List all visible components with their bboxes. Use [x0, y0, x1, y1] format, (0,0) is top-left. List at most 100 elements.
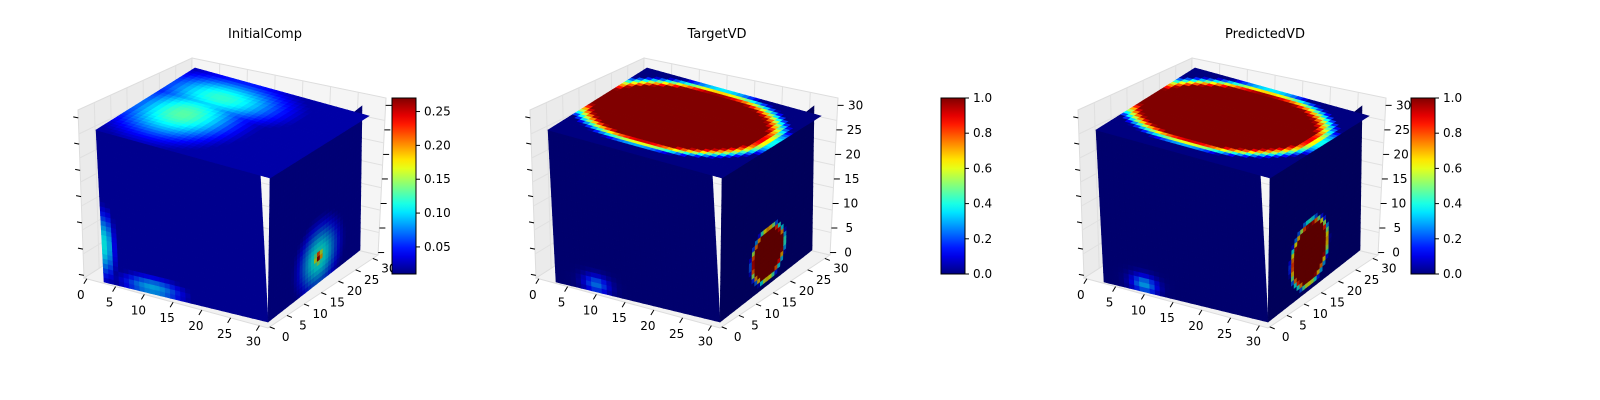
- y-tick-mark: [338, 280, 344, 284]
- z-tick-mark: [73, 116, 79, 119]
- colorbar-tick-label: 0.10: [424, 206, 451, 220]
- y-tick-mark: [286, 314, 293, 318]
- z-tick-mark: [527, 195, 534, 198]
- z-tick-label: 20: [1393, 147, 1408, 161]
- cube-face-front: [1095, 129, 1269, 323]
- y-tick-label: 5: [299, 318, 307, 332]
- colorbar-tick-label: 0.0: [973, 267, 992, 281]
- colorbar-tick-label: 0.4: [1443, 197, 1462, 211]
- x-tick-mark: [1255, 325, 1260, 331]
- gridline: [1093, 102, 1100, 269]
- y-tick-label: 0: [1282, 330, 1290, 344]
- x-tick-mark: [83, 278, 88, 285]
- x-tick-label: 15: [611, 311, 626, 325]
- y-tick-mark: [1321, 292, 1327, 296]
- x-tick-mark: [255, 325, 260, 331]
- colorbar-tick-label: 0.25: [424, 105, 451, 119]
- z-tick-mark: [1077, 247, 1084, 250]
- y-tick-label: 25: [364, 273, 379, 287]
- y-tick-mark: [1372, 257, 1379, 261]
- y-tick-mark: [755, 303, 762, 307]
- colorbar-tick-label: 0.4: [973, 197, 992, 211]
- z-tick-mark: [75, 168, 81, 171]
- z-tick-mark: [1073, 116, 1079, 119]
- x-tick-mark: [621, 301, 626, 308]
- y-tick-label: 10: [764, 307, 779, 321]
- x-tick-label: 5: [558, 296, 566, 310]
- x-tick-label: 0: [1077, 288, 1085, 302]
- y-tick-mark: [807, 269, 813, 273]
- z-tick-label: 10: [1391, 196, 1406, 210]
- colorbar-gradient: [940, 97, 966, 275]
- x-tick-mark: [650, 309, 655, 316]
- z-tick-mark: [78, 273, 85, 276]
- y-tick-mark: [738, 314, 745, 318]
- x-tick-label: 0: [529, 288, 537, 302]
- y-tick-label: 20: [347, 284, 362, 298]
- z-tick-mark: [76, 221, 83, 224]
- z-tick-mark: [1076, 221, 1083, 224]
- y-tick-mark: [269, 326, 275, 330]
- x-tick-label: 25: [669, 327, 684, 341]
- y-tick-label: 10: [1312, 307, 1327, 321]
- z-tick-mark: [1075, 168, 1081, 171]
- y-tick-mark: [1355, 269, 1361, 273]
- x-tick-label: 0: [77, 288, 85, 302]
- y-tick-label: 20: [1347, 284, 1362, 298]
- y-tick-label: 5: [751, 318, 759, 332]
- x-tick-mark: [112, 286, 117, 292]
- y-tick-mark: [1269, 326, 1275, 330]
- y-tick-mark: [790, 280, 796, 284]
- z-tick-mark: [1074, 142, 1080, 145]
- cube-face-top: [547, 67, 822, 179]
- colorbar-tick-label: 0.6: [973, 161, 992, 175]
- z-tick-label: 0: [844, 246, 852, 260]
- cube-face-top: [95, 67, 370, 179]
- x-tick-label: 20: [640, 319, 655, 333]
- colorbar-tick-label: 0.8: [1443, 126, 1462, 140]
- y-tick-mark: [721, 326, 727, 330]
- x-tick-label: 30: [698, 335, 713, 349]
- x-tick-mark: [679, 317, 684, 324]
- z-tick-mark: [528, 221, 535, 224]
- z-tick-mark: [74, 142, 80, 145]
- y-tick-label: 30: [833, 261, 848, 275]
- z-tick-label: 15: [1392, 172, 1407, 186]
- y-tick-mark: [303, 303, 310, 307]
- z-tick-label: 15: [844, 172, 859, 186]
- x-tick-label: 5: [1106, 296, 1114, 310]
- z-tick-mark: [529, 247, 536, 250]
- y-tick-mark: [1303, 303, 1310, 307]
- z-tick-mark: [77, 247, 84, 250]
- colorbar-tick-label: 0.15: [424, 172, 451, 186]
- y-tick-mark: [824, 257, 831, 261]
- y-tick-label: 30: [1381, 261, 1396, 275]
- x-tick-mark: [707, 325, 712, 331]
- y-tick-label: 25: [816, 273, 831, 287]
- panel-title: PredictedVD: [1225, 27, 1305, 42]
- y-tick-label: 0: [734, 330, 742, 344]
- y-tick-mark: [773, 292, 779, 296]
- y-tick-mark: [1338, 280, 1344, 284]
- x-tick-label: 10: [1131, 303, 1146, 317]
- z-tick-label: 30: [1396, 98, 1411, 112]
- z-tick-mark: [1075, 195, 1082, 198]
- colorbar-tick-label: 0.8: [973, 126, 992, 140]
- z-tick-mark: [526, 142, 532, 145]
- x-tick-label: 10: [131, 303, 146, 317]
- z-tick-label: 30: [848, 98, 863, 112]
- x-tick-mark: [1227, 317, 1232, 324]
- panel-title: TargetVD: [686, 27, 746, 42]
- y-tick-label: 10: [312, 307, 327, 321]
- x-tick-mark: [169, 301, 174, 308]
- x-tick-label: 25: [1217, 327, 1232, 341]
- y-tick-mark: [321, 292, 327, 296]
- colorbar-tick-label: 0.0: [1443, 267, 1462, 281]
- x-tick-label: 15: [159, 311, 174, 325]
- x-tick-mark: [198, 309, 203, 316]
- x-tick-mark: [1198, 309, 1203, 316]
- x-tick-mark: [592, 294, 597, 300]
- y-tick-label: 15: [782, 296, 797, 310]
